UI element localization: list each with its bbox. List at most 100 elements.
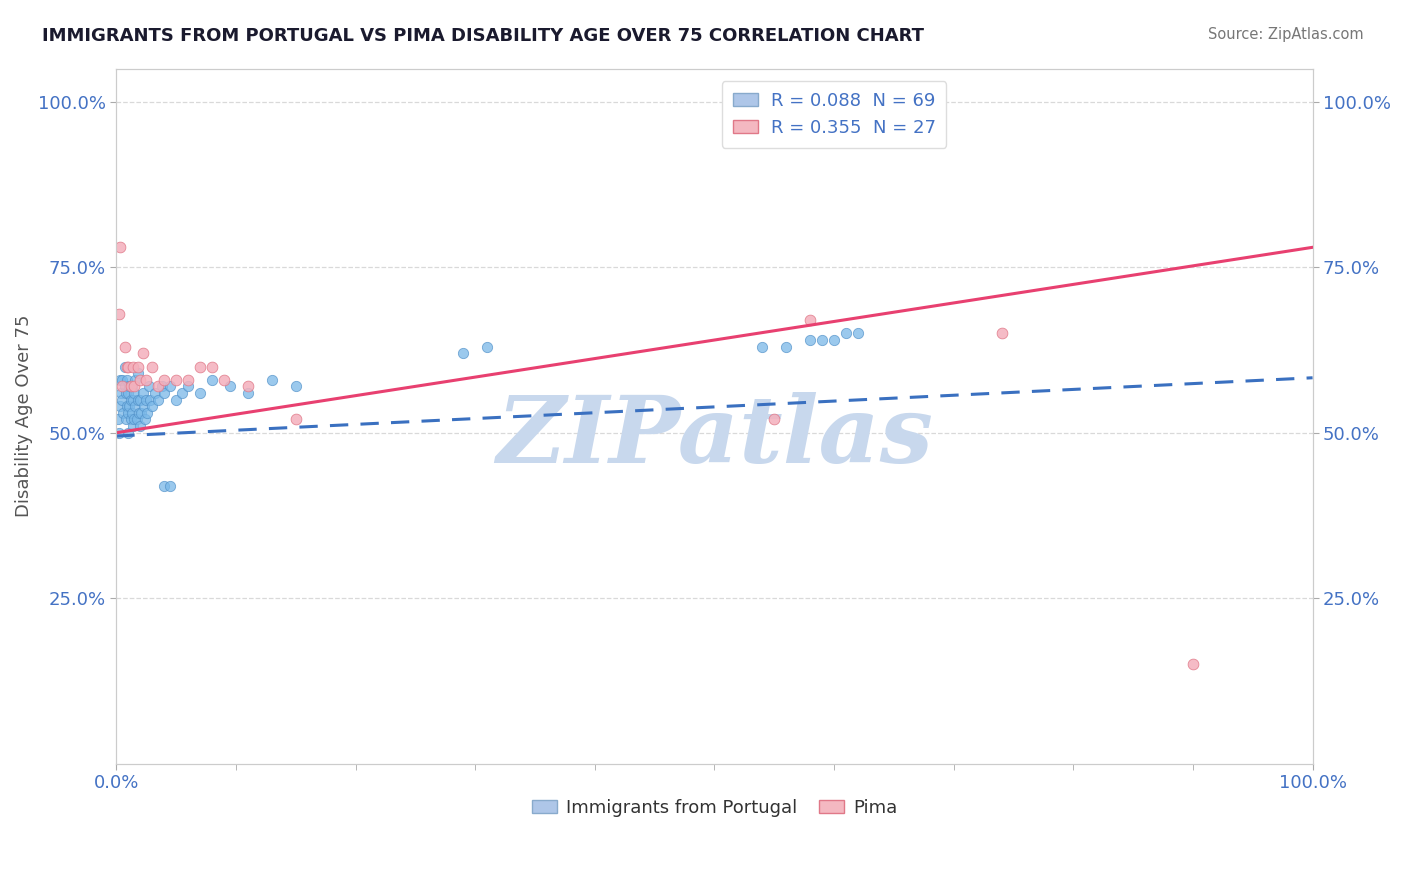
Point xyxy=(129,373,152,387)
Point xyxy=(148,379,170,393)
Point xyxy=(107,412,129,426)
Point xyxy=(115,412,138,426)
Point xyxy=(177,379,200,393)
Point xyxy=(811,333,834,347)
Point xyxy=(122,419,145,434)
Point xyxy=(117,359,139,374)
Point xyxy=(1181,657,1204,672)
Point xyxy=(108,373,131,387)
Point xyxy=(124,373,146,387)
Y-axis label: Disability Age Over 75: Disability Age Over 75 xyxy=(15,315,32,517)
Point xyxy=(114,379,136,393)
Point xyxy=(148,392,170,407)
Point xyxy=(153,479,176,493)
Point xyxy=(284,379,307,393)
Point xyxy=(138,379,160,393)
Point xyxy=(122,379,145,393)
Point xyxy=(143,386,166,401)
Point xyxy=(120,392,142,407)
Point xyxy=(111,373,134,387)
Point xyxy=(135,392,157,407)
Point xyxy=(165,392,187,407)
Point xyxy=(114,340,136,354)
Point xyxy=(990,326,1012,341)
Point xyxy=(141,359,163,374)
Point xyxy=(159,479,181,493)
Point xyxy=(129,392,152,407)
Point xyxy=(172,386,194,401)
Point xyxy=(107,425,129,440)
Point xyxy=(150,379,173,393)
Point xyxy=(131,346,153,360)
Point xyxy=(127,392,149,407)
Point xyxy=(159,379,181,393)
Text: ZIPatlas: ZIPatlas xyxy=(496,392,934,482)
Point xyxy=(117,386,139,401)
Point xyxy=(121,406,143,420)
Point xyxy=(115,359,138,374)
Point xyxy=(799,333,821,347)
Point xyxy=(284,412,307,426)
Point xyxy=(236,386,259,401)
Point xyxy=(111,379,134,393)
Point xyxy=(107,306,129,320)
Point xyxy=(129,419,152,434)
Point xyxy=(835,326,858,341)
Point xyxy=(188,386,211,401)
Point xyxy=(177,373,200,387)
Point xyxy=(122,359,145,374)
Point xyxy=(110,386,132,401)
Point xyxy=(141,399,163,413)
Point xyxy=(118,379,141,393)
Point xyxy=(131,406,153,420)
Point xyxy=(124,399,146,413)
Point xyxy=(188,359,211,374)
Point xyxy=(111,392,134,407)
Point xyxy=(115,386,138,401)
Point xyxy=(121,379,143,393)
Point xyxy=(117,425,139,440)
Point xyxy=(125,412,148,426)
Point xyxy=(120,379,142,393)
Point xyxy=(475,340,498,354)
Point xyxy=(153,373,176,387)
Point xyxy=(127,366,149,380)
Point xyxy=(236,379,259,393)
Point xyxy=(118,399,141,413)
Point xyxy=(751,340,773,354)
Point xyxy=(136,406,159,420)
Point xyxy=(114,359,136,374)
Point xyxy=(112,406,135,420)
Point xyxy=(201,359,224,374)
Point xyxy=(128,406,150,420)
Point xyxy=(219,379,242,393)
Point xyxy=(823,333,845,347)
Point xyxy=(108,399,131,413)
Point xyxy=(127,359,149,374)
Point xyxy=(260,373,283,387)
Point xyxy=(153,386,176,401)
Point xyxy=(122,412,145,426)
Point xyxy=(763,412,786,426)
Point xyxy=(122,392,145,407)
Text: IMMIGRANTS FROM PORTUGAL VS PIMA DISABILITY AGE OVER 75 CORRELATION CHART: IMMIGRANTS FROM PORTUGAL VS PIMA DISABIL… xyxy=(42,27,924,45)
Point xyxy=(115,399,138,413)
Point xyxy=(201,373,224,387)
Text: Source: ZipAtlas.com: Source: ZipAtlas.com xyxy=(1208,27,1364,42)
Point xyxy=(212,373,235,387)
Point xyxy=(117,406,139,420)
Point xyxy=(132,399,155,413)
Point xyxy=(775,340,797,354)
Point xyxy=(846,326,869,341)
Point xyxy=(139,392,162,407)
Point xyxy=(134,412,156,426)
Point xyxy=(131,386,153,401)
Point xyxy=(115,373,138,387)
Point xyxy=(122,386,145,401)
Point xyxy=(165,373,187,387)
Point xyxy=(451,346,474,360)
Point xyxy=(135,373,157,387)
Point xyxy=(799,313,821,327)
Legend: Immigrants from Portugal, Pima: Immigrants from Portugal, Pima xyxy=(524,792,904,824)
Point xyxy=(108,240,131,254)
